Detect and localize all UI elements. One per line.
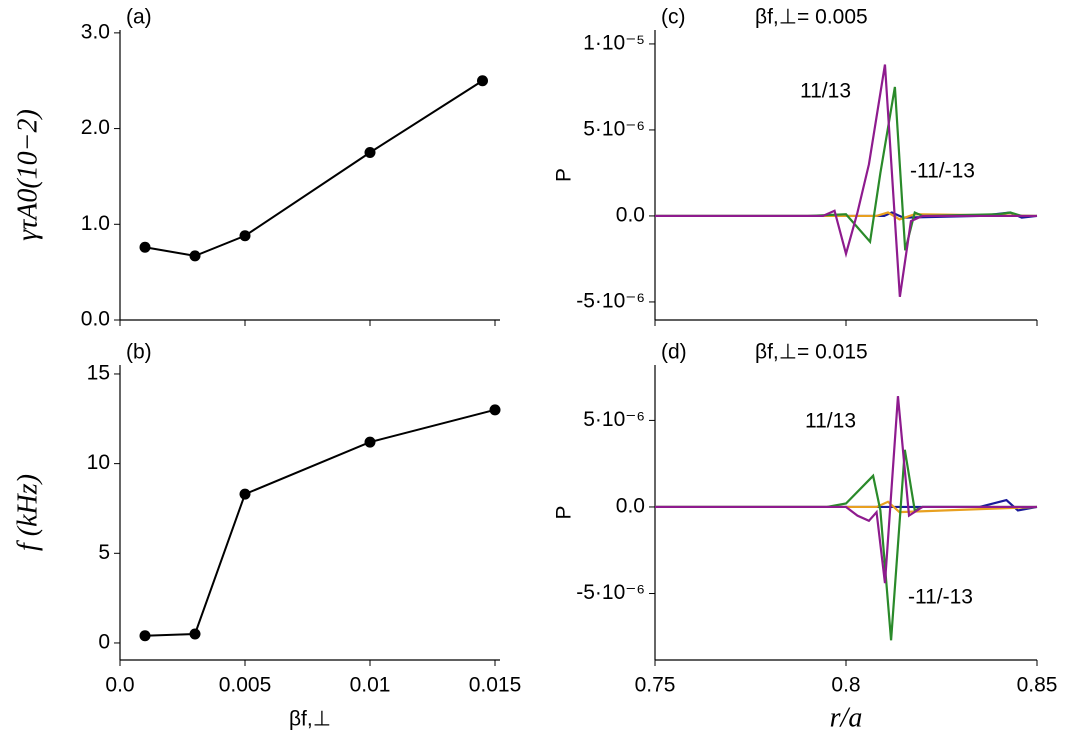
y-tick-label: 1·10⁻⁵	[583, 31, 645, 54]
panel-subtitle: βf,⊥= 0.015	[755, 341, 868, 364]
series-line	[655, 396, 1037, 584]
data-point	[239, 488, 251, 500]
series-line	[655, 64, 1037, 297]
x-axis-label: βf,⊥	[289, 708, 331, 731]
data-point	[189, 628, 201, 640]
panel-label: (b)	[126, 341, 152, 364]
x-axis-label: r/a	[830, 702, 863, 733]
y-tick-label: 1.0	[81, 212, 110, 235]
panel-subtitle: βf,⊥= 0.005	[755, 6, 868, 29]
y-tick-label: 0.0	[616, 495, 645, 518]
series-label: 11/13	[805, 410, 856, 433]
data-point	[489, 404, 501, 416]
x-tick-label: 0.005	[219, 674, 272, 697]
x-tick-label: 0.0	[105, 674, 134, 697]
series-label: -11/-13	[910, 160, 975, 183]
y-tick-label: 5	[98, 541, 110, 564]
data-point	[189, 250, 201, 262]
x-tick-label: 0.01	[350, 674, 391, 697]
y-tick-label: -5·10⁻⁶	[576, 289, 645, 312]
y-tick-label: -5·10⁻⁶	[576, 581, 645, 604]
y-tick-label: 10	[87, 451, 110, 474]
y-tick-label: 2.0	[81, 116, 110, 139]
y-axis-label: γτA0(10−2)	[12, 109, 43, 241]
y-tick-label: 5·10⁻⁶	[583, 408, 645, 431]
data-point	[239, 230, 251, 242]
y-axis-label: f (kHz)	[12, 474, 43, 551]
panel-label: (d)	[661, 341, 687, 364]
series-label: 11/13	[800, 80, 851, 103]
data-point	[139, 630, 151, 642]
panel-label: (c)	[661, 6, 686, 29]
panel-label: (a)	[126, 6, 152, 29]
x-tick-label: 0.75	[635, 674, 676, 697]
series-line	[655, 449, 1037, 641]
x-tick-label: 0.8	[831, 674, 860, 697]
data-point	[364, 436, 376, 448]
series-label: -11/-13	[908, 586, 973, 609]
y-tick-label: 15	[87, 362, 110, 385]
x-tick-label: 0.015	[469, 674, 522, 697]
y-tick-label: 5·10⁻⁶	[583, 117, 645, 140]
series-line	[655, 86, 1037, 251]
y-tick-label: 0	[98, 631, 110, 654]
y-tick-label: 0.0	[81, 308, 110, 331]
series-line	[144, 408, 496, 637]
series-line	[144, 79, 484, 257]
data-point	[139, 241, 151, 253]
y-axis-label: P	[553, 168, 576, 182]
y-axis-label: P	[553, 505, 576, 519]
data-point	[364, 147, 376, 159]
data-point	[477, 75, 488, 87]
y-tick-label: 0.0	[616, 203, 645, 226]
x-tick-label: 0.85	[1017, 674, 1058, 697]
y-tick-label: 3.0	[81, 20, 110, 43]
